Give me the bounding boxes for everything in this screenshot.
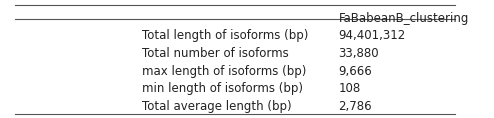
Text: 2,786: 2,786 [338,100,372,113]
Text: Total length of isoforms (bp): Total length of isoforms (bp) [142,29,308,42]
Text: Total average length (bp): Total average length (bp) [142,100,291,113]
Text: max length of isoforms (bp): max length of isoforms (bp) [142,65,306,78]
Text: 94,401,312: 94,401,312 [338,29,406,42]
Text: 9,666: 9,666 [338,65,372,78]
Text: 33,880: 33,880 [338,47,379,60]
Text: min length of isoforms (bp): min length of isoforms (bp) [142,82,303,95]
Text: FaBabeanB_clustering: FaBabeanB_clustering [338,12,469,25]
Text: 108: 108 [338,82,361,95]
Text: Total number of isoforms: Total number of isoforms [142,47,288,60]
